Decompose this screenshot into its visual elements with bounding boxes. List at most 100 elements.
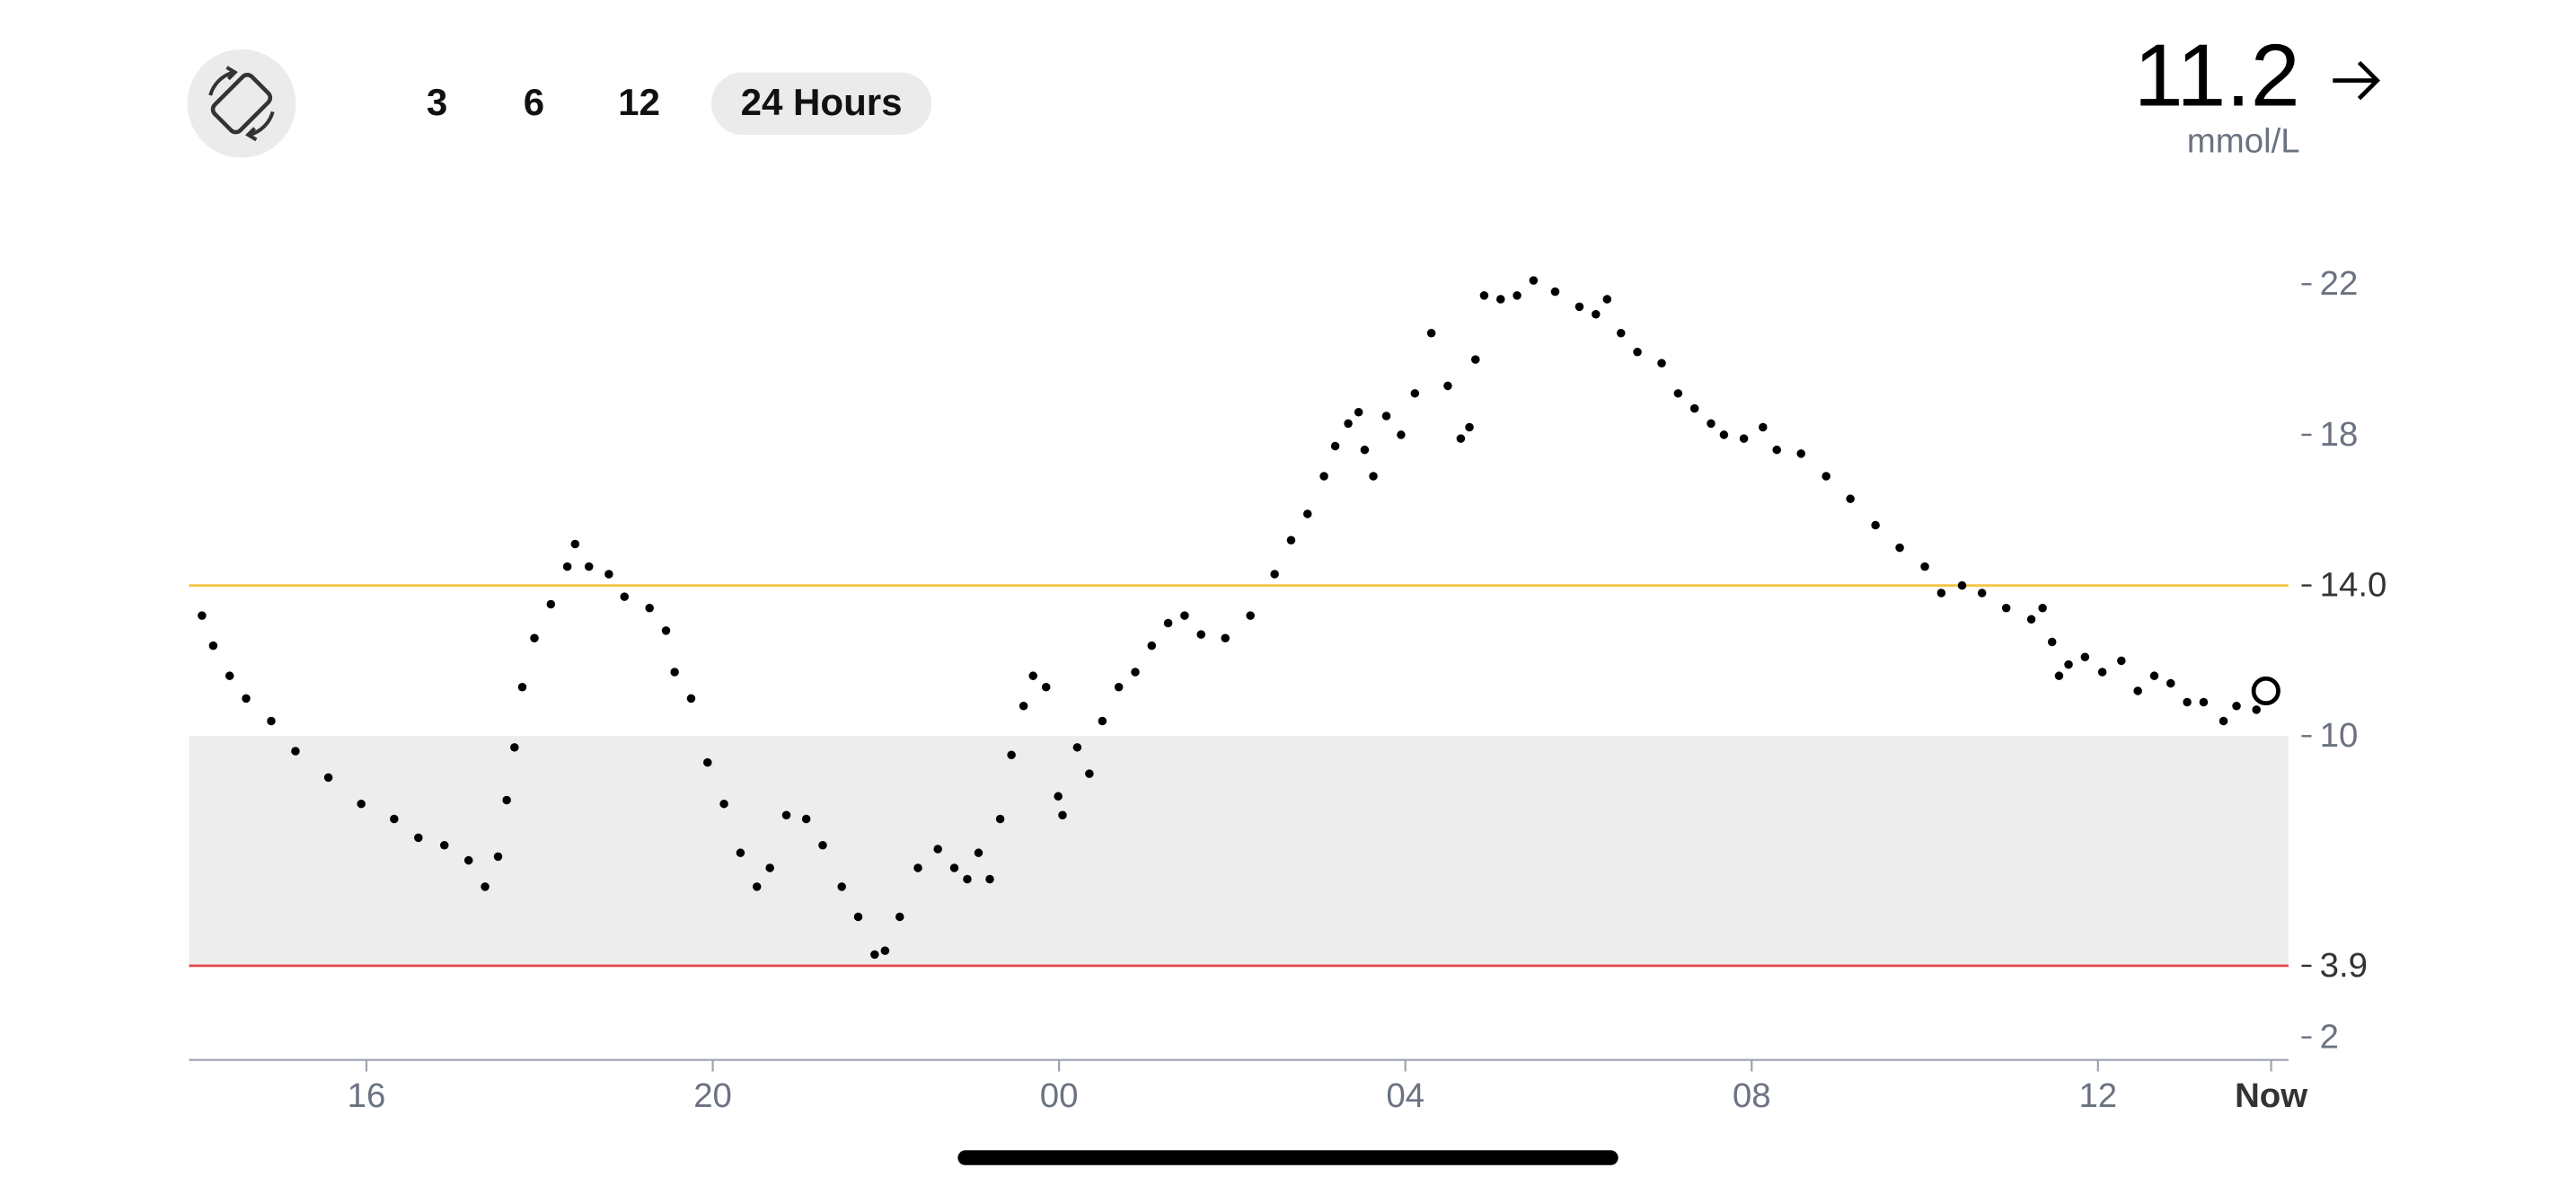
reading-point bbox=[1131, 668, 1140, 677]
reading-point bbox=[1221, 633, 1230, 643]
reading-point bbox=[1657, 358, 1666, 368]
reading-point bbox=[837, 882, 846, 891]
reading-point bbox=[510, 743, 519, 752]
reading-point bbox=[2097, 668, 2107, 677]
reading-point bbox=[703, 757, 712, 767]
reading-point bbox=[2038, 603, 2047, 613]
reading-point bbox=[1739, 434, 1749, 443]
reading-point bbox=[2133, 686, 2142, 695]
trend-arrow bbox=[2333, 60, 2380, 101]
reading-point bbox=[2047, 637, 2057, 647]
reading-point bbox=[414, 833, 423, 843]
reading-point bbox=[1426, 329, 1436, 338]
reading-point bbox=[1456, 434, 1466, 443]
reading-point bbox=[1344, 419, 1353, 429]
reading-point bbox=[1895, 543, 1904, 553]
reading-point bbox=[242, 694, 251, 704]
reading-point bbox=[1098, 716, 1107, 726]
reading-point bbox=[1772, 445, 1781, 455]
reading-point bbox=[2001, 603, 2011, 613]
x-tick-label: Now bbox=[2235, 1076, 2307, 1115]
reading-point bbox=[1846, 494, 1855, 503]
reading-point bbox=[530, 633, 539, 643]
reading-point bbox=[963, 874, 972, 884]
rotate-button[interactable] bbox=[187, 49, 296, 158]
reading-point bbox=[493, 852, 503, 862]
reading-point bbox=[1495, 295, 1505, 304]
reading-point bbox=[719, 799, 728, 809]
reading-point bbox=[985, 874, 994, 884]
reading-point bbox=[570, 539, 580, 549]
reading-point bbox=[913, 863, 922, 872]
current-value: 11.2 bbox=[2134, 26, 2300, 125]
y-tick-label: 14.0 bbox=[2320, 566, 2387, 605]
reading-point bbox=[1575, 302, 1584, 312]
y-tick-label: 18 bbox=[2320, 415, 2359, 454]
target-range bbox=[189, 736, 2289, 966]
reading-point bbox=[1147, 641, 1157, 651]
reading-point bbox=[1270, 570, 1279, 579]
reading-point bbox=[604, 570, 613, 579]
reading-point bbox=[2219, 716, 2228, 726]
rotate-arrows bbox=[208, 66, 275, 142]
reading-point bbox=[2117, 656, 2126, 666]
reading-point bbox=[801, 814, 811, 824]
unit: mmol/L bbox=[2187, 121, 2300, 160]
range-option[interactable]: 3 bbox=[427, 81, 447, 123]
reading-point bbox=[1673, 389, 1683, 398]
reading-point bbox=[880, 946, 890, 955]
reading-point bbox=[933, 845, 942, 854]
reading-point bbox=[2252, 705, 2261, 714]
reading-point bbox=[1058, 810, 1067, 820]
x-tick-label: 04 bbox=[1386, 1076, 1425, 1115]
reading-point bbox=[390, 814, 399, 824]
y-tick-label: 2 bbox=[2320, 1018, 2339, 1057]
range-option[interactable]: 12 bbox=[618, 81, 660, 123]
reading-point bbox=[198, 611, 207, 620]
rotate-button-bg[interactable] bbox=[187, 49, 296, 158]
reading-point bbox=[1085, 769, 1094, 778]
reading-point bbox=[1550, 287, 1560, 296]
reading-point bbox=[765, 863, 774, 872]
reading-point bbox=[1180, 611, 1189, 620]
reading-point bbox=[1319, 472, 1328, 481]
reading-point bbox=[517, 683, 527, 692]
plot: 2 3.9 10 14.0 18 22 16 20 00 04 08 12 Now bbox=[189, 264, 2386, 1115]
range-option[interactable]: 24 Hours bbox=[741, 81, 903, 123]
reading-point bbox=[562, 562, 572, 571]
reading-point bbox=[1410, 389, 1420, 398]
reading-point bbox=[2080, 652, 2090, 661]
reading-point bbox=[853, 912, 863, 922]
reading-point bbox=[463, 855, 473, 865]
reading-point bbox=[1936, 589, 1946, 597]
reading-point bbox=[1196, 630, 1205, 639]
reading-point bbox=[357, 799, 366, 809]
range-option[interactable]: 6 bbox=[524, 81, 544, 123]
y-tick-label: 10 bbox=[2320, 716, 2359, 755]
reading-point bbox=[2183, 697, 2192, 707]
x-tick-label: 16 bbox=[348, 1076, 386, 1115]
reading-point bbox=[1054, 792, 1063, 801]
reading-point bbox=[208, 641, 218, 651]
reading-point bbox=[1072, 743, 1082, 752]
reading-point bbox=[2064, 659, 2073, 669]
rotate-icon bbox=[210, 73, 273, 135]
reading-point bbox=[620, 592, 629, 601]
x-tick-label: 00 bbox=[1040, 1076, 1079, 1115]
reading-point bbox=[1591, 310, 1601, 319]
reading-point bbox=[1822, 472, 1831, 481]
range-pill[interactable] bbox=[711, 72, 932, 135]
reading-point bbox=[1041, 683, 1051, 692]
reading-point bbox=[2149, 671, 2159, 680]
reading-point bbox=[736, 848, 745, 857]
reading-point bbox=[1479, 291, 1489, 300]
reading-point bbox=[2232, 701, 2241, 711]
x-tick-label: 08 bbox=[1733, 1076, 1771, 1115]
range-selector: 3 6 12 24 Hours bbox=[427, 72, 932, 135]
reading-point bbox=[1719, 430, 1729, 439]
reading-point bbox=[1796, 449, 1805, 458]
reading-point bbox=[1163, 618, 1173, 628]
reading-point bbox=[225, 671, 234, 680]
